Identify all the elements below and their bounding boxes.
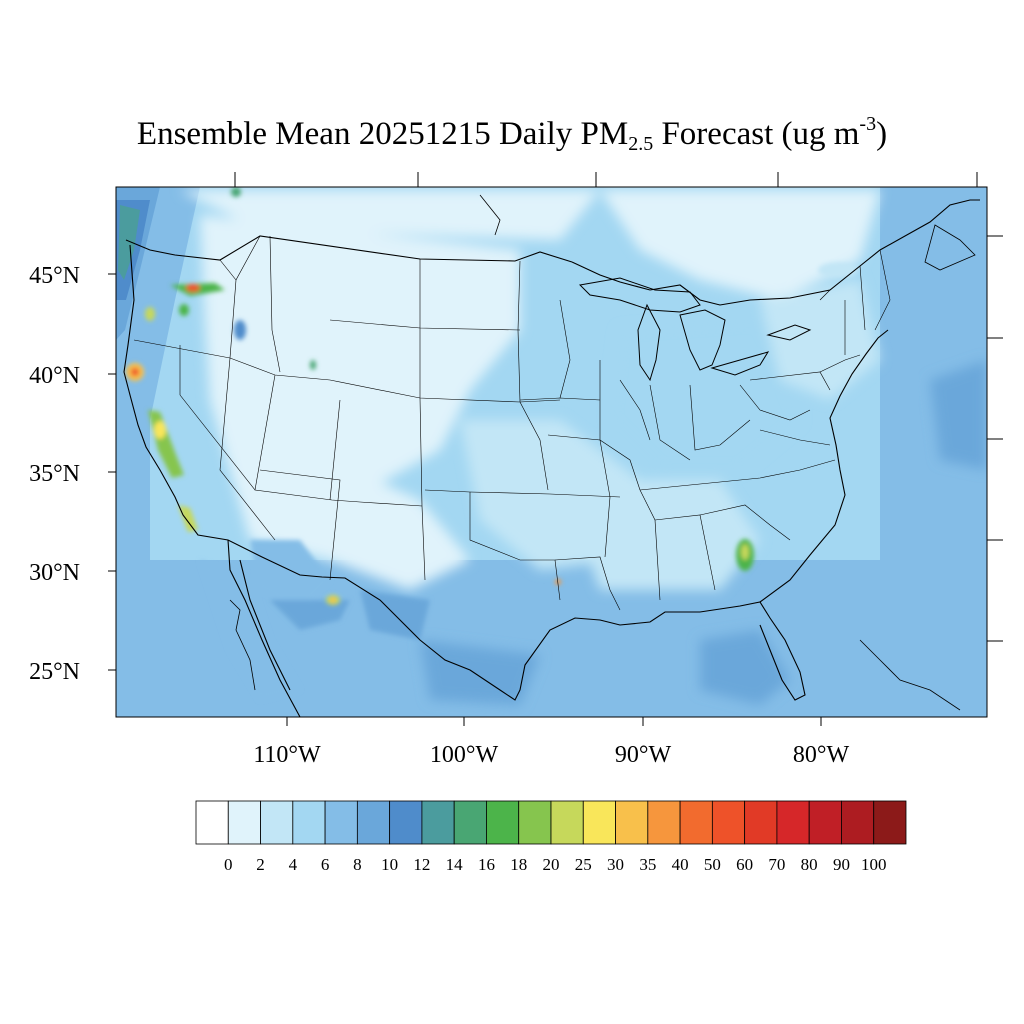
colorbar-box xyxy=(550,800,584,845)
colorbar-label: 70 xyxy=(768,855,785,874)
colorbar-label: 90 xyxy=(833,855,850,874)
ticks xyxy=(108,172,1003,726)
colorbar-label: 100 xyxy=(861,855,887,874)
colorbar-label: 16 xyxy=(478,855,495,874)
colorbar-label: 0 xyxy=(224,855,233,874)
colorbar: 0 2 4 6 8 10 12 14 16 18 20 25 30 35 40 50 60 70 80 90 100 xyxy=(195,800,907,874)
colorbar-label: 50 xyxy=(704,855,721,874)
colorbar-label: 20 xyxy=(543,855,560,874)
lat-label: 30°N xyxy=(29,560,80,586)
colorbar-box xyxy=(647,800,681,845)
colorbar-box xyxy=(486,800,520,845)
colorbar-box xyxy=(679,800,713,845)
colorbar-box xyxy=(615,800,649,845)
lon-label: 110°W xyxy=(253,742,321,768)
longitude-labels: 110°W 100°W 90°W 80°W xyxy=(253,742,849,768)
colorbar-box xyxy=(260,800,294,845)
colorbar-box xyxy=(324,800,358,845)
lon-label: 90°W xyxy=(615,742,672,768)
colorbar-box xyxy=(711,800,746,845)
colorbar-box xyxy=(582,800,616,845)
colorbar-label: 4 xyxy=(289,855,298,874)
colorbar-label: 60 xyxy=(736,855,753,874)
colorbar-label: 18 xyxy=(510,855,527,874)
boundaries xyxy=(123,194,980,717)
colorbar-label: 12 xyxy=(413,855,430,874)
colorbar-label: 10 xyxy=(381,855,398,874)
colorbar-label: 2 xyxy=(256,855,265,874)
colorbar-label: 30 xyxy=(607,855,624,874)
colorbar-box xyxy=(195,800,229,845)
lat-label: 45°N xyxy=(29,263,80,289)
colorbar-box xyxy=(356,800,391,845)
colorbar-box xyxy=(776,800,810,845)
colorbar-label: 80 xyxy=(801,855,818,874)
colorbar-box xyxy=(841,800,875,845)
concentration-field xyxy=(116,187,987,717)
colorbar-label: 14 xyxy=(446,855,464,874)
colorbar-box xyxy=(518,800,552,845)
colorbar-label: 8 xyxy=(353,855,362,874)
lon-label: 100°W xyxy=(430,742,499,768)
lat-label: 35°N xyxy=(29,461,80,487)
colorbar-label: 25 xyxy=(575,855,592,874)
map-frame xyxy=(115,186,988,718)
colorbar-label: 6 xyxy=(321,855,330,874)
colorbar-box xyxy=(292,800,326,845)
colorbar-label: 40 xyxy=(672,855,689,874)
colorbar-box xyxy=(873,800,907,845)
colorbar-box xyxy=(453,800,487,845)
lat-label: 40°N xyxy=(29,363,80,389)
colorbar-box xyxy=(421,800,455,845)
colorbar-box xyxy=(808,800,842,845)
latitude-labels: 45°N 40°N 35°N 30°N 25°N xyxy=(29,263,80,685)
map-title: Ensemble Mean 20251215 Daily PM2.5 Forec… xyxy=(136,113,888,155)
colorbar-box xyxy=(389,800,423,845)
lon-label: 80°W xyxy=(793,742,850,768)
colorbar-box xyxy=(744,800,778,845)
lat-label: 25°N xyxy=(29,659,80,685)
colorbar-box xyxy=(227,800,261,845)
colorbar-label: 35 xyxy=(639,855,656,874)
